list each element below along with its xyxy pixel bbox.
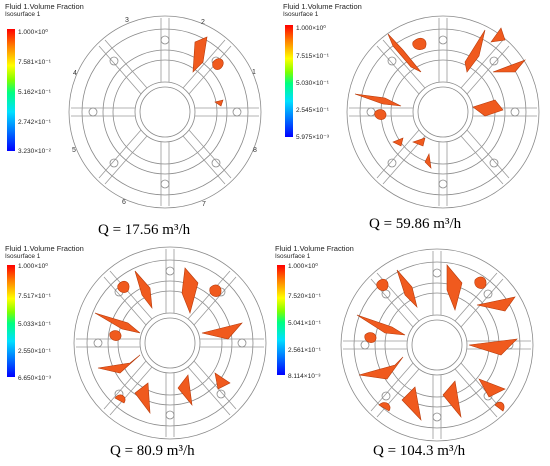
blade-number-4: 4 bbox=[73, 70, 77, 77]
legend-color-bar bbox=[7, 265, 15, 377]
legend-subtitle: Isosurface 1 bbox=[275, 253, 311, 260]
legend-tick: 1.000×10⁰ bbox=[296, 25, 326, 32]
legend-tick: 1.000×10⁰ bbox=[18, 263, 48, 270]
legend-tick: 2.561×10⁻¹ bbox=[288, 347, 321, 354]
panel-q1: Fluid 1.Volume Fraction Isosurface 1 1.0… bbox=[0, 0, 275, 238]
blade-number-6: 6 bbox=[122, 199, 126, 206]
blade-number-5: 5 bbox=[72, 147, 76, 154]
legend-tick: 7.520×10⁻¹ bbox=[288, 293, 321, 300]
blade-number-2: 2 bbox=[201, 19, 205, 26]
legend-tick: 2.550×10⁻¹ bbox=[18, 348, 51, 355]
air-isosurface bbox=[354, 27, 526, 169]
flow-rate-caption: Q = 17.56 m³/h bbox=[98, 222, 191, 238]
pump-section-view bbox=[73, 246, 267, 440]
legend-tick: 7.515×10⁻¹ bbox=[296, 53, 329, 60]
air-isosurface bbox=[356, 264, 518, 421]
air-isosurface bbox=[94, 267, 243, 414]
blade-number-1: 1 bbox=[252, 69, 256, 76]
blade-numbers: 1 2 3 4 5 6 7 8 bbox=[72, 17, 257, 208]
legend-tick: 1.000×10⁰ bbox=[288, 263, 318, 270]
legend-title: Fluid 1.Volume Fraction bbox=[275, 244, 354, 253]
legend-subtitle: Isosurface 1 bbox=[5, 253, 41, 260]
legend-tick: 2.545×10⁻¹ bbox=[296, 107, 329, 114]
flow-rate-caption: Q = 80.9 m³/h bbox=[110, 443, 195, 459]
pump-section-view bbox=[340, 248, 534, 442]
legend-tick: 5.975×10⁻³ bbox=[296, 134, 329, 141]
blade-number-7: 7 bbox=[202, 201, 206, 208]
legend-tick: 7.581×10⁻¹ bbox=[18, 59, 51, 66]
legend-subtitle: Isosurface 1 bbox=[283, 11, 319, 18]
flow-rate-caption: Q = 104.3 m³/h bbox=[373, 443, 466, 459]
legend-tick: 5.033×10⁻¹ bbox=[18, 321, 51, 328]
blade-number-3: 3 bbox=[125, 17, 129, 24]
legend-title: Fluid 1.Volume Fraction bbox=[5, 244, 84, 253]
legend-tick: 5.030×10⁻¹ bbox=[296, 80, 329, 87]
blade-number-8: 8 bbox=[253, 147, 257, 154]
pump-section-view: 1 2 3 4 5 6 7 8 bbox=[68, 15, 262, 209]
legend-color-bar bbox=[7, 29, 15, 151]
legend-tick: 2.742×10⁻¹ bbox=[18, 119, 51, 126]
air-isosurface bbox=[192, 36, 224, 107]
legend-tick: 8.114×10⁻³ bbox=[288, 373, 321, 380]
pump-section-view bbox=[346, 15, 540, 209]
panel-q3: Fluid 1.Volume Fraction Isosurface 1 1.0… bbox=[0, 235, 275, 466]
legend-subtitle: Isosurface 1 bbox=[5, 11, 41, 18]
legend-title: Fluid 1.Volume Fraction bbox=[283, 2, 362, 11]
legend-title: Fluid 1.Volume Fraction bbox=[5, 2, 84, 11]
flow-rate-caption: Q = 59.86 m³/h bbox=[369, 216, 462, 232]
legend-tick: 6.650×10⁻³ bbox=[18, 375, 51, 382]
panel-q2: Fluid 1.Volume Fraction Isosurface 1 1.0… bbox=[275, 0, 550, 235]
legend-tick: 7.517×10⁻¹ bbox=[18, 293, 51, 300]
legend-tick: 3.230×10⁻² bbox=[18, 148, 51, 155]
legend-tick: 5.162×10⁻¹ bbox=[18, 89, 51, 96]
legend-tick: 5.041×10⁻¹ bbox=[288, 320, 321, 327]
legend-tick: 1.000×10⁰ bbox=[18, 29, 48, 36]
legend-color-bar bbox=[277, 265, 285, 375]
panel-q4: Fluid 1.Volume Fraction Isosurface 1 1.0… bbox=[275, 235, 550, 466]
legend-color-bar bbox=[285, 25, 293, 137]
